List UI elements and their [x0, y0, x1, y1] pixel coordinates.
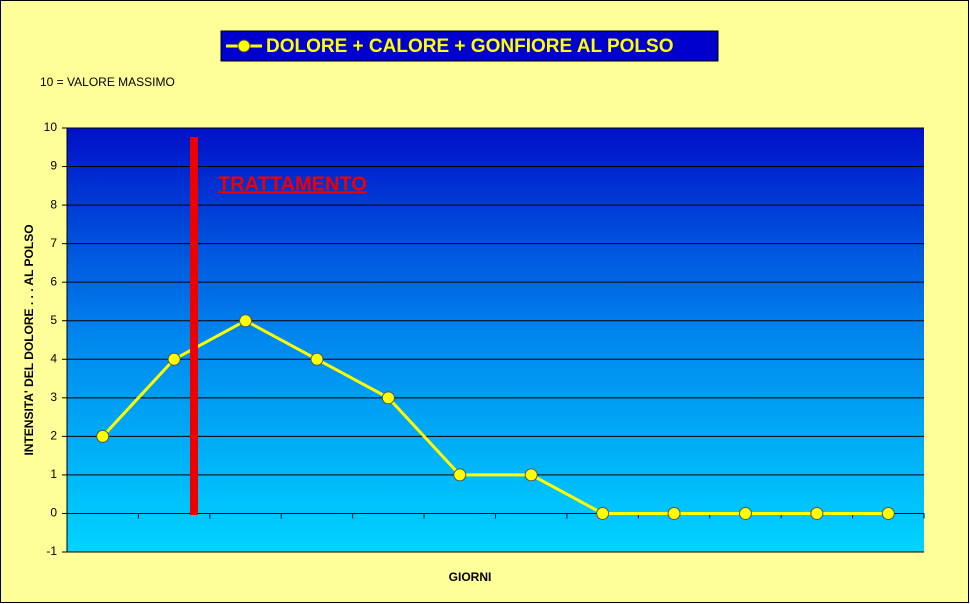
legend-marker	[237, 39, 251, 53]
y-tick-label: 2	[50, 429, 57, 443]
y-tick-label: 4	[50, 351, 57, 365]
y-tick-label: 7	[50, 236, 57, 250]
data-point	[667, 506, 681, 520]
y-axis-title: INTENSITA' DEL DOLORE . . . AL POLSO	[22, 224, 36, 455]
data-point	[810, 506, 824, 520]
annotation: TRATTAMENTO	[218, 173, 367, 195]
data-point	[524, 468, 538, 482]
series-line	[101, 319, 889, 515]
data-point	[96, 429, 110, 443]
data-point	[881, 506, 895, 520]
legend	[220, 30, 719, 62]
data-point	[239, 314, 253, 328]
y-tick-label: 10	[44, 120, 58, 134]
data-point	[381, 391, 395, 405]
y-tick-label: 3	[50, 390, 57, 404]
annotation: 10 = VALORE MASSIMO	[40, 75, 175, 89]
y-tick-label: -1	[46, 544, 57, 558]
y-tick-label: 9	[50, 159, 57, 173]
y-tick-label: 6	[50, 274, 57, 288]
data-point	[738, 506, 752, 520]
treatment-line	[190, 137, 198, 515]
y-tick-label: 5	[50, 313, 57, 327]
y-tick-label: 8	[50, 197, 57, 211]
y-tick-label: 1	[50, 467, 57, 481]
data-point	[453, 468, 467, 482]
legend-label: DOLORE + CALORE + GONFIORE AL POLSO	[266, 36, 674, 57]
data-point	[310, 352, 324, 366]
x-axis-title: GIORNI	[449, 570, 492, 584]
y-tick-label: 0	[50, 506, 57, 520]
data-point	[596, 506, 610, 520]
data-point	[167, 352, 181, 366]
